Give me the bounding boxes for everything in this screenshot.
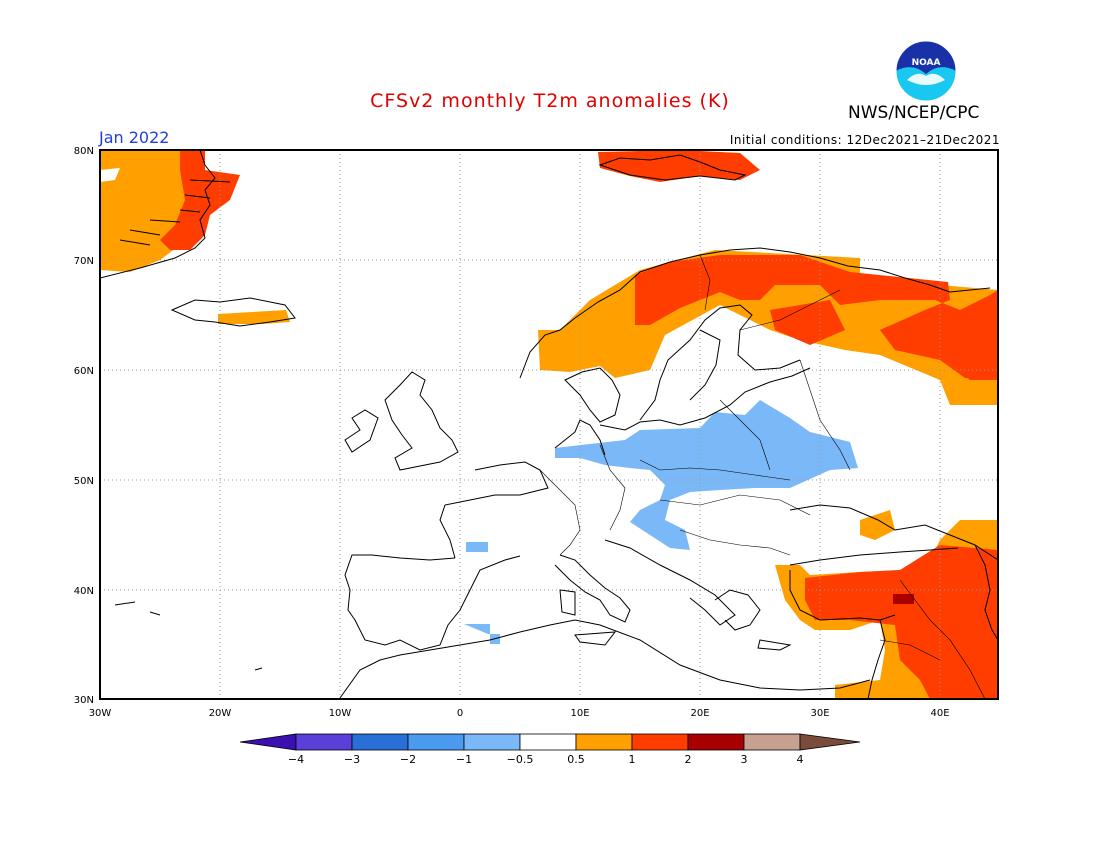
noaa-logo: NOAA	[895, 40, 957, 102]
colorbar-label-0-5: 0.5	[567, 753, 585, 766]
forecast-month: Jan 2022	[99, 128, 170, 147]
scandinavia-strong-warm-anomaly	[635, 255, 998, 380]
colorbar-swatch-7	[631, 733, 689, 751]
north-russia-warm-anomaly	[880, 300, 998, 380]
country-borders	[539, 254, 986, 699]
svalbard-warm-anomaly	[598, 150, 760, 182]
algeria-cold-anomaly	[464, 624, 500, 644]
lat-label-80n: 80N	[74, 146, 94, 157]
russia-warm-anomaly-patch	[770, 300, 845, 345]
colorbar-swatch-4	[463, 733, 521, 751]
colorbar-label-1: 1	[629, 753, 636, 766]
longitude-labels: 30W 20W 10W 0 10E 20E 30E 40E	[89, 708, 950, 719]
initial-conditions: Initial conditions: 12Dec2021–21Dec2021	[729, 133, 1000, 147]
lat-label-40n: 40N	[74, 586, 94, 597]
colorbar-label-4: 4	[797, 753, 804, 766]
lon-label-20w: 20W	[209, 708, 232, 719]
lon-label-0: 0	[457, 708, 463, 719]
colorbar-label-3: 3	[741, 753, 748, 766]
colorbar-label-minus2: −2	[400, 753, 416, 766]
lon-label-10w: 10W	[329, 708, 352, 719]
map-frame	[99, 149, 999, 700]
lon-label-30e: 30E	[810, 708, 829, 719]
greenland-land-white	[100, 168, 120, 182]
anomaly-fields	[100, 150, 998, 699]
central-europe-cold-anomaly	[555, 400, 858, 550]
turkey-strong-warm-anomaly	[805, 545, 998, 699]
agency-label: NWS/NCEP/CPC	[848, 103, 980, 123]
colorbar-arrow-high	[799, 733, 861, 751]
colorbar-label-minus3: −3	[344, 753, 360, 766]
colorbar-arrow-low	[239, 733, 297, 751]
black-sea-warm-anomaly	[860, 510, 895, 540]
colorbar-swatch-8	[687, 733, 745, 751]
colorbar-label-minus4: −4	[288, 753, 304, 766]
lat-label-60n: 60N	[74, 366, 94, 377]
colorbar-swatch-5	[519, 733, 577, 751]
lat-label-50n: 50N	[74, 476, 94, 487]
lat-label-30n: 30N	[74, 695, 94, 706]
iceland-warm-anomaly	[218, 310, 290, 324]
lon-label-10e: 10E	[570, 708, 589, 719]
colorbar-label-minus0-5: −0.5	[507, 753, 534, 766]
colorbar-swatch-9	[743, 733, 801, 751]
lon-label-30w: 30W	[89, 708, 112, 719]
graticule	[100, 150, 998, 699]
lon-label-20e: 20E	[690, 708, 709, 719]
map-title: CFSv2 monthly T2m anomalies (K)	[370, 90, 730, 112]
colorbar-swatch-1	[295, 733, 353, 751]
colorbar-swatch-6	[575, 733, 633, 751]
colorbar-swatch-3	[407, 733, 465, 751]
colorbar: −4 −3 −2 −1 −0.5 0.5 1 2 3 4	[239, 733, 861, 766]
spain-cold-anomaly	[466, 542, 488, 552]
lon-label-40e: 40E	[930, 708, 949, 719]
colorbar-label-2: 2	[685, 753, 692, 766]
latitude-labels: 80N 70N 60N 50N 40N 30N	[74, 146, 94, 706]
colorbar-swatch-2	[351, 733, 409, 751]
noaa-logo-text: NOAA	[912, 58, 941, 68]
coastlines	[100, 150, 998, 699]
colorbar-label-minus1: −1	[456, 753, 472, 766]
turkey-hot-core	[893, 594, 914, 604]
lat-label-70n: 70N	[74, 256, 94, 267]
